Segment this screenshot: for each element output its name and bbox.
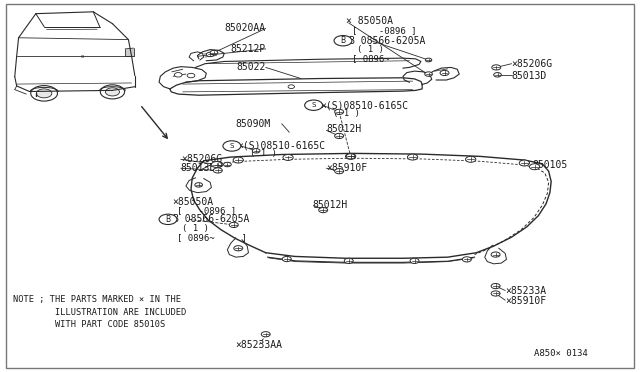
Text: [    -0896 ]: [ -0896 ]	[352, 26, 417, 36]
Text: o: o	[81, 54, 84, 59]
Text: 85090M: 85090M	[236, 119, 271, 129]
Circle shape	[288, 85, 294, 89]
Text: ×85050A: ×85050A	[172, 196, 213, 206]
Circle shape	[335, 134, 344, 138]
Text: 85020AA: 85020AA	[225, 23, 266, 33]
Text: 85012H: 85012H	[312, 200, 348, 210]
Circle shape	[206, 52, 214, 57]
Text: 85022: 85022	[236, 62, 266, 73]
Text: ×85206G: ×85206G	[180, 154, 222, 164]
Text: ×(S)08510-6165C: ×(S)08510-6165C	[237, 140, 325, 150]
Circle shape	[283, 154, 293, 160]
Circle shape	[31, 86, 58, 101]
Circle shape	[491, 283, 500, 289]
Circle shape	[106, 88, 120, 96]
Circle shape	[213, 168, 222, 173]
Circle shape	[223, 141, 241, 151]
Text: NOTE ; THE PARTS MARKED × IN THE
        ILLUSTRATION ARE INCLUDED
        WITH : NOTE ; THE PARTS MARKED × IN THE ILLUSTR…	[13, 295, 187, 329]
Circle shape	[334, 36, 352, 46]
Text: ( 1 ): ( 1 )	[333, 109, 360, 118]
Circle shape	[346, 153, 356, 159]
Text: 85013E: 85013E	[180, 163, 216, 173]
Circle shape	[493, 73, 501, 77]
Text: S: S	[312, 102, 316, 108]
Circle shape	[211, 161, 221, 167]
Text: ×85910F: ×85910F	[505, 296, 547, 306]
Circle shape	[261, 332, 270, 337]
Text: 85212P: 85212P	[230, 44, 266, 54]
Circle shape	[174, 73, 182, 77]
Text: ×85233AA: ×85233AA	[236, 340, 283, 350]
Text: A850× 0134: A850× 0134	[534, 349, 588, 358]
Circle shape	[335, 109, 344, 115]
Circle shape	[233, 157, 243, 163]
Circle shape	[491, 291, 500, 296]
Circle shape	[344, 258, 353, 263]
Circle shape	[346, 154, 355, 159]
Circle shape	[36, 89, 52, 98]
Circle shape	[463, 257, 471, 262]
Text: [ 0896~: [ 0896~	[352, 54, 390, 63]
Text: [   -0896 ]: [ -0896 ]	[177, 206, 236, 215]
Text: ( 1 ): ( 1 )	[357, 45, 384, 54]
Circle shape	[319, 208, 328, 213]
Circle shape	[210, 50, 218, 55]
Circle shape	[187, 73, 195, 78]
Text: 85013D: 85013D	[511, 71, 547, 81]
Circle shape	[305, 100, 323, 110]
Circle shape	[425, 72, 433, 76]
Text: 850105: 850105	[532, 160, 567, 170]
Circle shape	[229, 222, 238, 228]
Circle shape	[529, 164, 540, 170]
Text: B 08566-6205A: B 08566-6205A	[349, 36, 425, 46]
Text: [ 0896~     ]: [ 0896~ ]	[177, 232, 247, 242]
Circle shape	[195, 183, 202, 187]
Text: ×85206G: ×85206G	[511, 59, 553, 69]
Circle shape	[426, 58, 432, 62]
Circle shape	[223, 162, 231, 167]
Text: B: B	[340, 36, 346, 45]
Text: S: S	[230, 143, 234, 149]
Circle shape	[335, 169, 344, 174]
Circle shape	[159, 214, 177, 225]
Circle shape	[492, 65, 500, 70]
Text: ( 1 ): ( 1 )	[182, 224, 209, 233]
Circle shape	[100, 85, 125, 99]
Text: B: B	[166, 215, 171, 224]
Circle shape	[212, 161, 223, 167]
Circle shape	[282, 256, 291, 262]
Circle shape	[234, 246, 243, 251]
Text: ( 1 ): ( 1 )	[250, 149, 276, 158]
Text: ×85910F: ×85910F	[326, 163, 367, 173]
Circle shape	[252, 148, 260, 153]
Text: 85012H: 85012H	[326, 124, 362, 134]
Circle shape	[466, 156, 476, 162]
Circle shape	[440, 70, 449, 76]
Circle shape	[491, 252, 500, 257]
Text: ×(S)08510-6165C: ×(S)08510-6165C	[320, 100, 408, 110]
Text: ×85233A: ×85233A	[505, 286, 547, 295]
Text: × 85050A: × 85050A	[346, 16, 392, 26]
Text: B 08566-6205A: B 08566-6205A	[173, 214, 250, 224]
Circle shape	[410, 258, 419, 263]
Circle shape	[519, 160, 529, 166]
Circle shape	[408, 154, 418, 160]
